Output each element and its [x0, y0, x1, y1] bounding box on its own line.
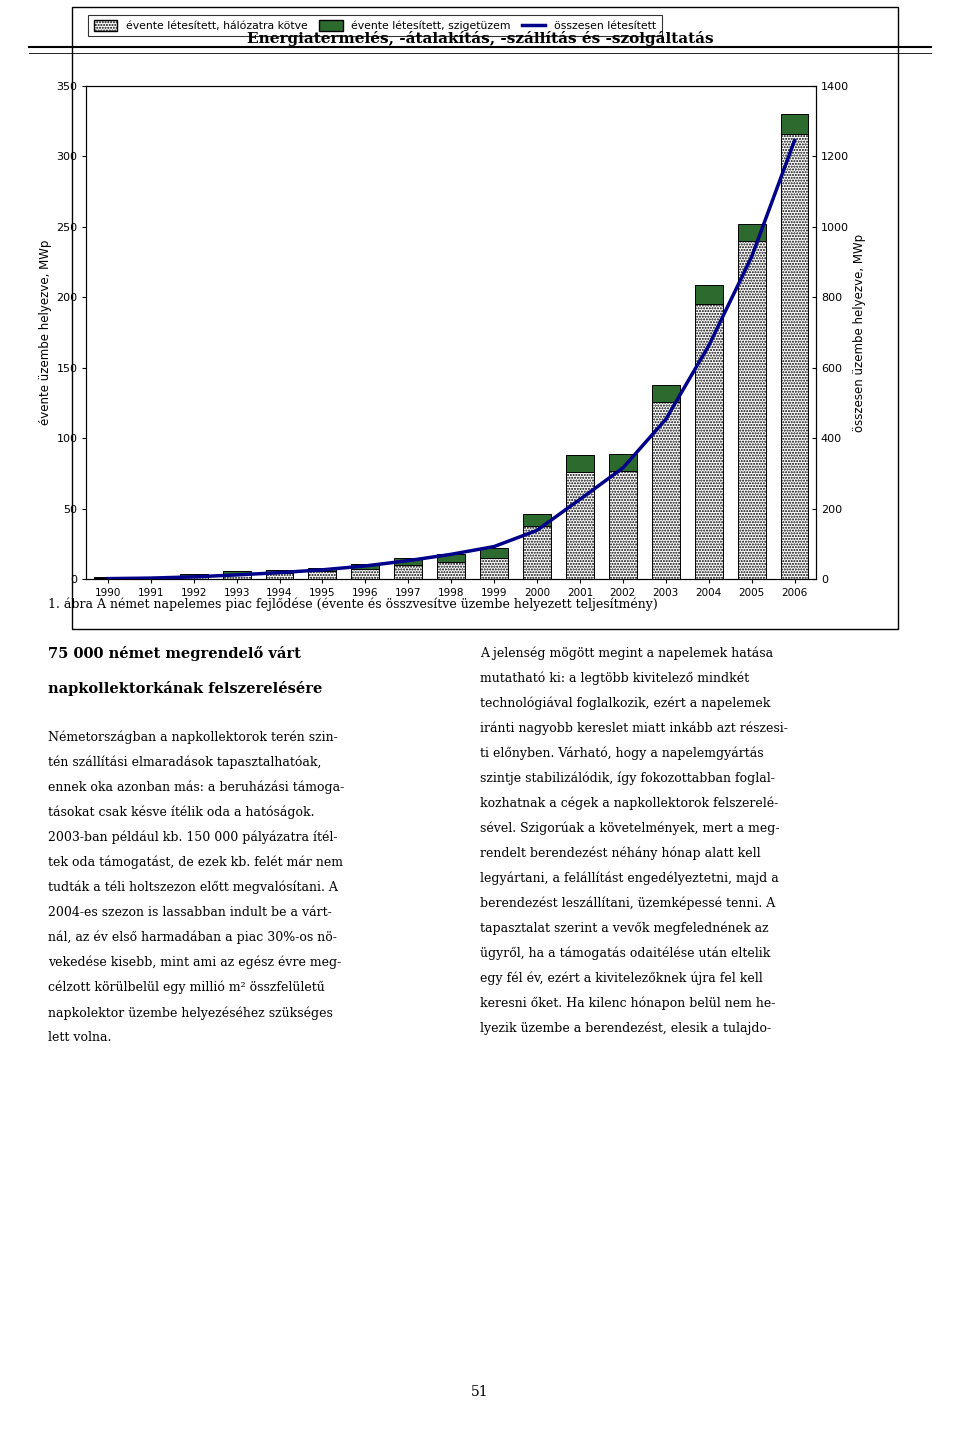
Bar [480, 548, 508, 558]
Text: ügyről, ha a támogatás odaitélése után eltelik: ügyről, ha a támogatás odaitélése után e… [480, 947, 770, 960]
Text: 1. ábra A német napelemes piac fejlődése (évente és összvesítve üzembe helyezett: 1. ábra A német napelemes piac fejlődése… [48, 598, 658, 611]
Bar [266, 571, 294, 573]
Text: ennek oka azonban más: a beruházási támoga-: ennek oka azonban más: a beruházási támo… [48, 781, 345, 794]
Bar [566, 472, 594, 579]
Text: mutatható ki: a legtöbb kivitelező mindkét: mutatható ki: a legtöbb kivitelező mindk… [480, 671, 749, 685]
Text: keresni őket. Ha kilenc hónapon belül nem he-: keresni őket. Ha kilenc hónapon belül ne… [480, 997, 776, 1010]
összesen létesített [789, 132, 801, 149]
Bar [437, 553, 466, 562]
összesen létesített [102, 571, 113, 588]
összesen létesített [703, 337, 714, 355]
összesen létesített [145, 569, 156, 586]
Bar [652, 385, 680, 402]
összesen létesített [660, 410, 672, 428]
Text: tapasztalat szerint a vevők megfelednének az: tapasztalat szerint a vevők megfelednéne… [480, 921, 769, 935]
Text: sével. Szigorúak a követelmények, mert a meg-: sével. Szigorúak a követelmények, mert a… [480, 821, 780, 835]
Text: szintje stabilizálódik, így fokozottabban foglal-: szintje stabilizálódik, így fokozottabba… [480, 772, 775, 785]
Y-axis label: összesen üzembe helyezve, MWp: összesen üzembe helyezve, MWp [853, 233, 866, 432]
Text: lett volna.: lett volna. [48, 1031, 111, 1044]
Bar [652, 402, 680, 579]
Bar [737, 240, 765, 579]
összesen létesített [274, 563, 285, 581]
Text: Németországban a napkollektorok terén szin-: Németországban a napkollektorok terén sz… [48, 731, 338, 744]
összesen létesített [360, 558, 372, 575]
Text: legyártani, a felállítást engedélyeztetni, majd a: legyártani, a felállítást engedélyeztetn… [480, 872, 779, 885]
Bar [480, 558, 508, 579]
Text: egy fél év, ezért a kivitelezőknek újra fel kell: egy fél év, ezért a kivitelezőknek újra … [480, 972, 763, 985]
Text: tek oda támogatást, de ezek kb. felét már nem: tek oda támogatást, de ezek kb. felét má… [48, 855, 343, 869]
Text: berendezést leszállítani, üzemképessé tenni. A: berendezést leszállítani, üzemképessé te… [480, 897, 776, 909]
összesen létesített [445, 546, 457, 563]
Bar [695, 285, 723, 305]
Bar [695, 305, 723, 579]
Bar [523, 526, 551, 579]
Bar [266, 573, 294, 579]
Text: lyezik üzembe a berendezést, elesik a tulajdo-: lyezik üzembe a berendezést, elesik a tu… [480, 1021, 771, 1035]
Bar [180, 576, 207, 579]
Text: A jelenség mögött megint a napelemek hatása: A jelenség mögött megint a napelemek hat… [480, 646, 773, 659]
Text: Energiatermelés, -átalakítás, -szállítás és -szolgáltatás: Energiatermelés, -átalakítás, -szállítás… [247, 30, 713, 46]
Bar [308, 568, 336, 572]
Bar [395, 558, 422, 565]
Bar [223, 573, 251, 579]
Y-axis label: évente üzembe helyezve, MWp: évente üzembe helyezve, MWp [39, 240, 52, 425]
összesen létesített [531, 522, 542, 539]
Text: tudták a téli holtszezon előtt megvalósítani. A: tudták a téli holtszezon előtt megvalósí… [48, 881, 338, 894]
Text: tén szállítási elmaradások tapasztalhatóak,: tén szállítási elmaradások tapasztalható… [48, 755, 322, 769]
Bar [737, 225, 765, 240]
Bar [395, 565, 422, 579]
Bar [223, 572, 251, 573]
Text: napkollektorkának felszerelésére: napkollektorkának felszerelésére [48, 681, 323, 696]
Text: nál, az év első harmadában a piac 30%-os nö-: nál, az év első harmadában a piac 30%-os… [48, 931, 337, 944]
Bar [609, 470, 636, 579]
Text: rendelt berendezést néhány hónap alatt kell: rendelt berendezést néhány hónap alatt k… [480, 847, 760, 859]
összesen létesített [230, 566, 242, 583]
Text: 51: 51 [471, 1384, 489, 1399]
Bar [780, 114, 808, 134]
Bar [308, 572, 336, 579]
Bar [523, 515, 551, 526]
Text: napkolektor üzembe helyezéséhez szükséges: napkolektor üzembe helyezéséhez szüksége… [48, 1007, 333, 1020]
Bar [351, 569, 379, 579]
összesen létesített [746, 249, 757, 266]
összesen létesített [489, 538, 500, 555]
Bar [780, 134, 808, 579]
összesen létesített [617, 459, 629, 476]
Text: kozhatnak a cégek a napkollektorok felszerelé-: kozhatnak a cégek a napkollektorok felsz… [480, 797, 779, 809]
Text: vekedése kisebb, mint ami az egész évre meg-: vekedése kisebb, mint ami az egész évre … [48, 955, 341, 970]
összesen létesített [188, 568, 200, 585]
Text: iránti nagyobb kereslet miatt inkább azt részesi-: iránti nagyobb kereslet miatt inkább azt… [480, 721, 788, 735]
összesen létesített [402, 552, 414, 569]
Bar [566, 455, 594, 472]
Text: 75 000 német megrendelő várt: 75 000 német megrendelő várt [48, 646, 300, 661]
Text: technológiával foglalkozik, ezért a napelemek: technológiával foglalkozik, ezért a nape… [480, 696, 770, 709]
Bar [351, 563, 379, 569]
Text: ti előnyben. Várható, hogy a napelemgyártás: ti előnyben. Várható, hogy a napelemgyár… [480, 746, 763, 759]
Legend: évente létesített, hálózatra kötve, évente létesített, szigetüzem, összesen léte: évente létesített, hálózatra kötve, éven… [88, 14, 661, 36]
összesen létesített [317, 561, 328, 578]
Text: 2003-ban például kb. 150 000 pályázatra ítél-: 2003-ban például kb. 150 000 pályázatra … [48, 831, 338, 844]
Bar [437, 562, 466, 579]
Text: célzott körülbelül egy millió m² összfelületű: célzott körülbelül egy millió m² összfel… [48, 981, 324, 994]
Line: összesen létesített: összesen létesített [108, 140, 795, 579]
Bar [609, 453, 636, 470]
összesen létesített [574, 490, 586, 508]
Text: 2004-es szezon is lassabban indult be a várt-: 2004-es szezon is lassabban indult be a … [48, 907, 332, 919]
Text: tásokat csak késve ítélik oda a hatóságok.: tásokat csak késve ítélik oda a hatóságo… [48, 805, 315, 819]
